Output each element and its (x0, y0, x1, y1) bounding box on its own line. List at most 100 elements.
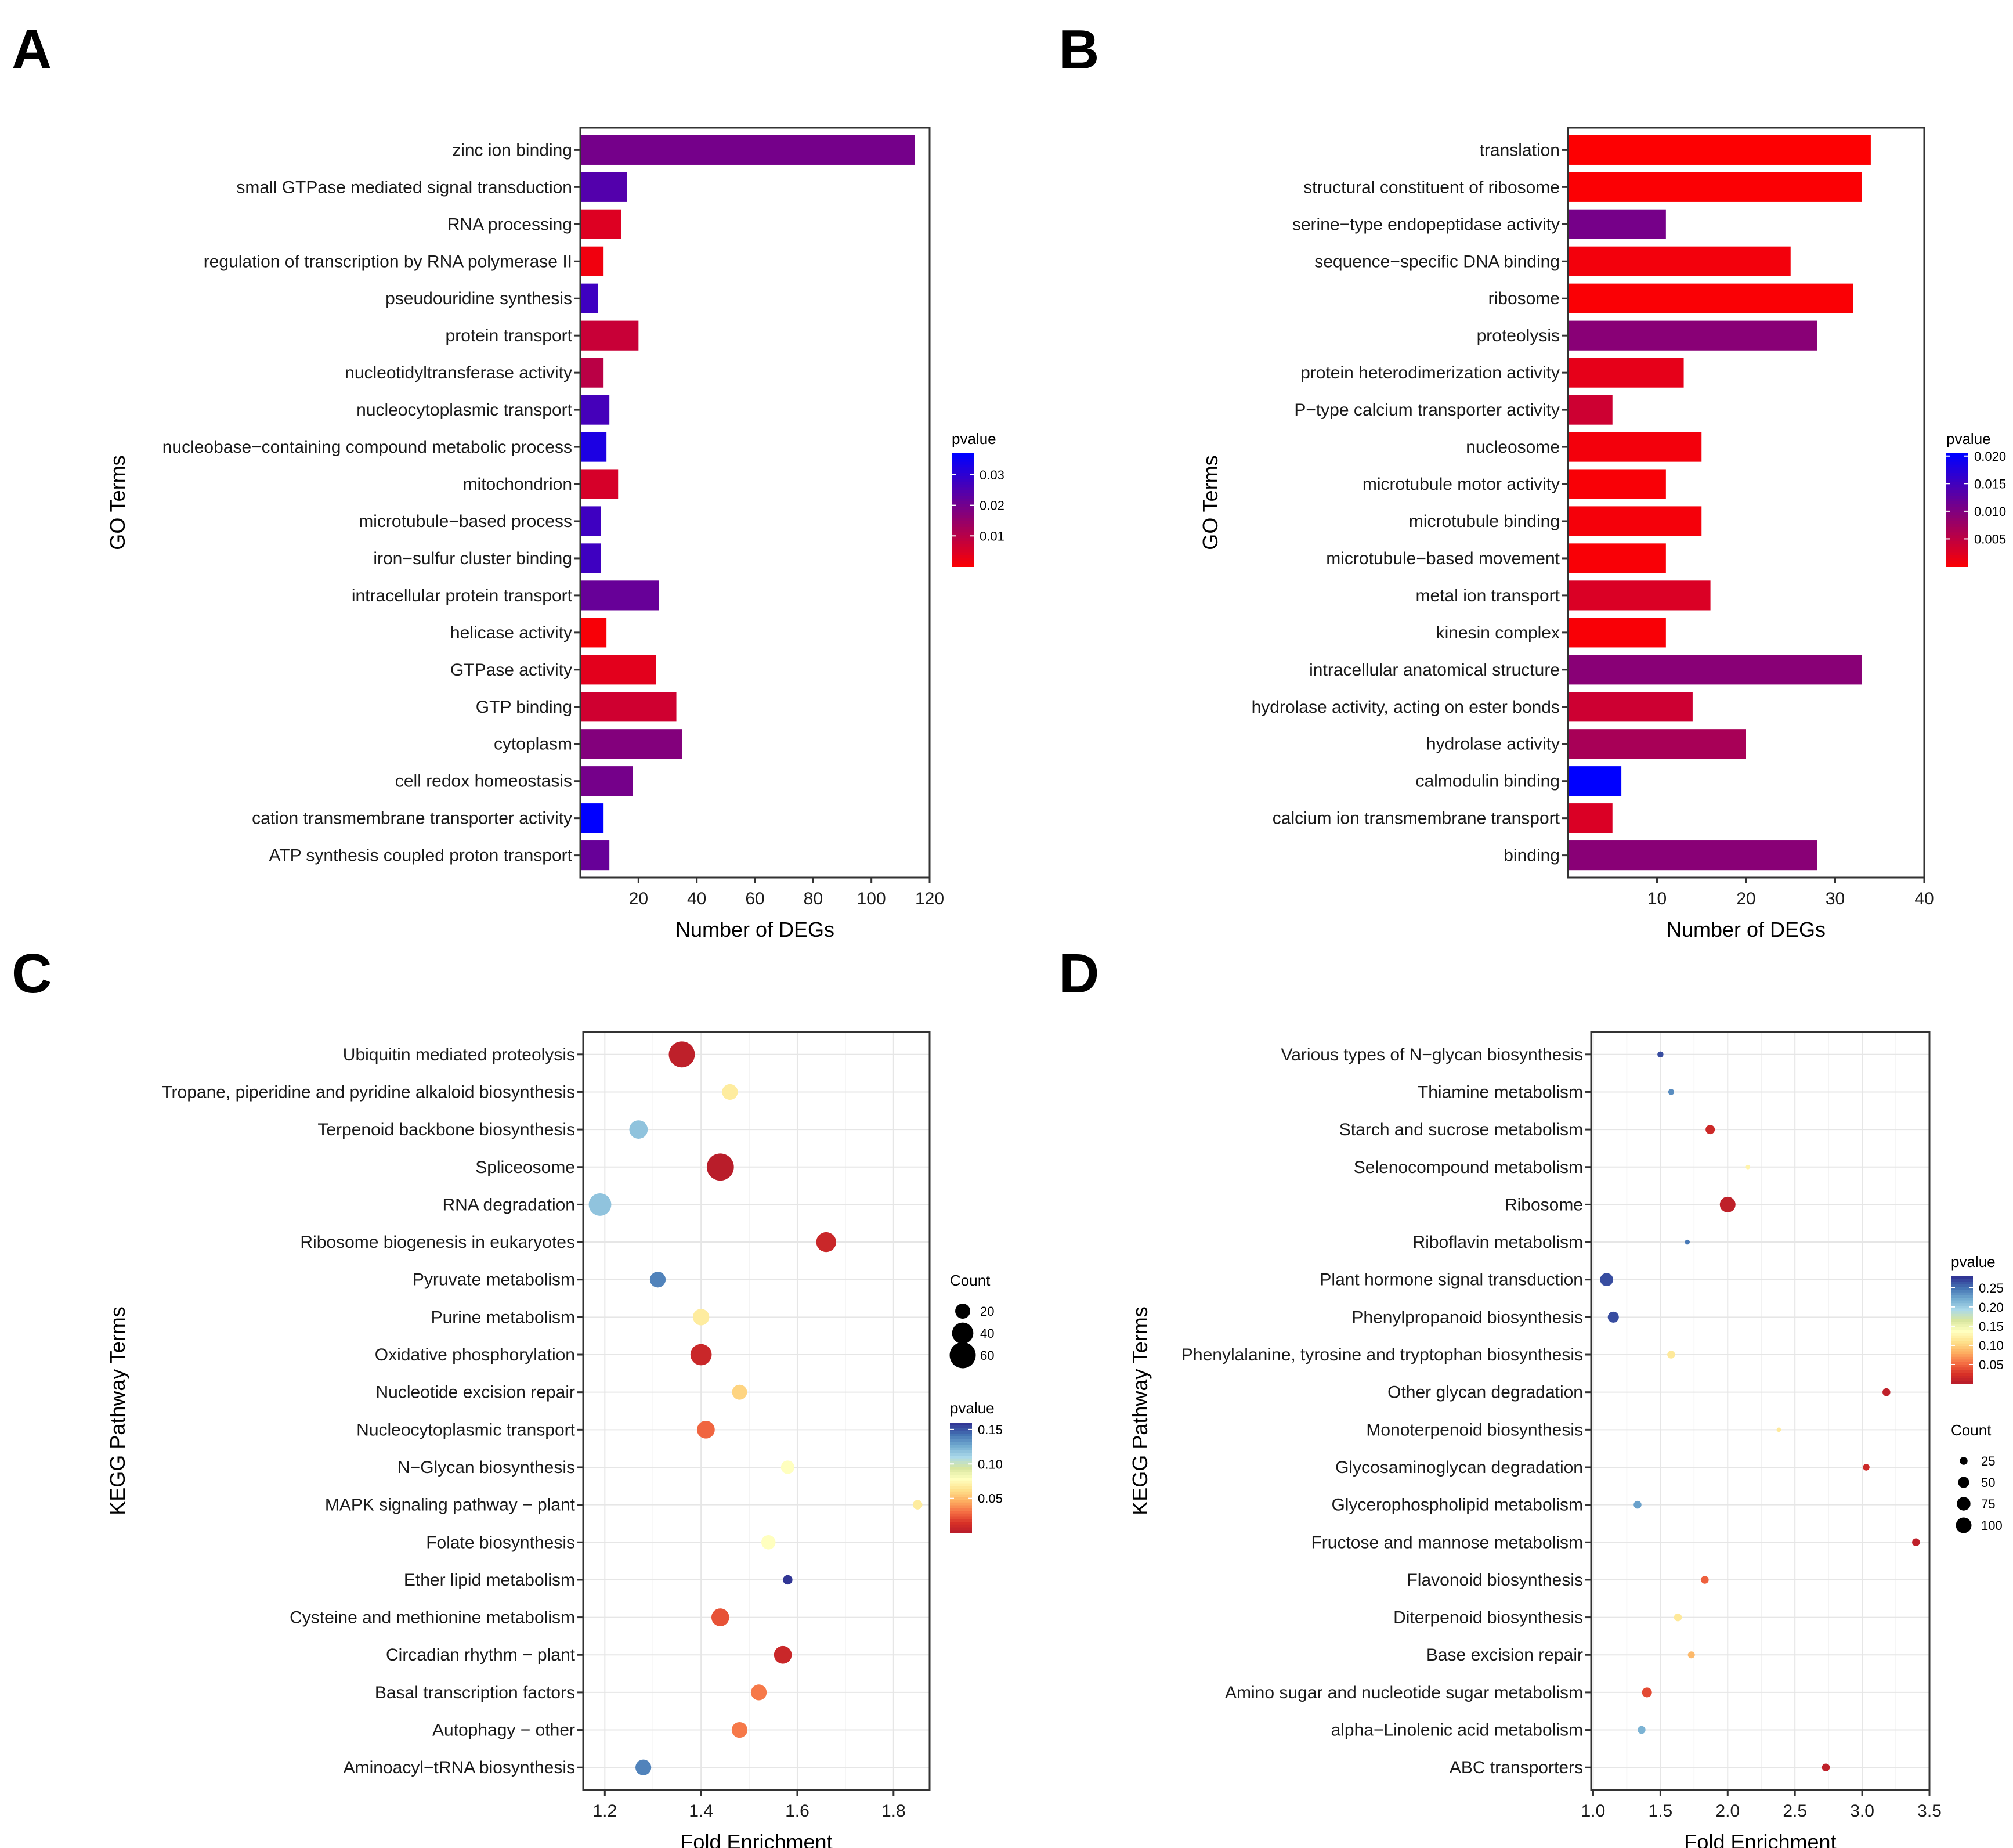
bar (1568, 358, 1684, 388)
colorbar-segment (950, 1491, 972, 1495)
y-tick-label: protein heterodimerization activity (1300, 363, 1560, 382)
colorbar-segment (1946, 538, 1968, 542)
colorbar-segment (1946, 529, 1968, 533)
chart-panel-b: translation structural constituent of rib… (1198, 127, 2006, 941)
size-legend-label: 60 (980, 1348, 994, 1363)
bar (1568, 766, 1622, 796)
point (649, 1272, 666, 1288)
colorbar-segment (1946, 478, 1968, 482)
colorbar-segment (950, 1425, 972, 1429)
colorbar-segment (1951, 1295, 1973, 1298)
y-tick-label: Thiamine metabolism (1418, 1082, 1583, 1102)
colorbar-segment (1946, 499, 1968, 502)
colorbar-segment (952, 464, 974, 468)
bar (1568, 135, 1871, 165)
y-tick-label: microtubule−based process (359, 512, 572, 531)
colorbar-segment (1946, 549, 1968, 553)
y-tick-label: proteolysis (1477, 326, 1560, 345)
point (1687, 1651, 1695, 1659)
y-tick-label: Nucleotide excision repair (375, 1383, 575, 1402)
y-tick-label: Terpenoid backbone biosynthesis (317, 1120, 575, 1139)
point (1668, 1089, 1675, 1095)
colorbar-segment (950, 1502, 972, 1506)
colorbar-legend: pvalue 0.05 0.10 0.15 0.20 0.25 (1951, 1253, 2004, 1384)
x-axis-title: Fold Enrichment (1684, 1830, 1836, 1848)
bar (580, 618, 607, 648)
bar (1568, 840, 1817, 871)
bar (580, 840, 610, 871)
y-tick-label: Aminoacyl−tRNA biosynthesis (344, 1758, 575, 1777)
colorbar-segment (950, 1456, 972, 1459)
point (1600, 1273, 1613, 1287)
colorbar-segment (950, 1527, 972, 1531)
y-axis-title: KEGG Pathway Terms (1128, 1306, 1152, 1515)
x-axis-labels: 10 20 30 40 (1647, 878, 1934, 908)
size-legend-label: 100 (1981, 1518, 2003, 1533)
x-tick-label: 1.8 (881, 1802, 906, 1821)
point (1863, 1464, 1870, 1471)
y-tick-label: microtubule binding (1409, 512, 1560, 531)
bar (580, 283, 598, 313)
colorbar-segment (952, 526, 974, 530)
y-tick-label: iron−sulfur cluster binding (373, 549, 572, 568)
y-tick-label: Glycosaminoglycan degradation (1335, 1458, 1583, 1477)
x-tick-label: 3.0 (1850, 1802, 1874, 1821)
y-tick-label: Starch and sucrose metabolism (1339, 1120, 1583, 1139)
y-tick-label: cell redox homeostasis (395, 772, 572, 791)
panel-label-c: C (12, 943, 52, 1005)
bar (580, 580, 659, 611)
colorbar-segment (1951, 1351, 1973, 1355)
x-tick-label: 2.0 (1715, 1802, 1740, 1821)
y-axis-title: GO Terms (1198, 455, 1222, 550)
size-legend-label: 40 (980, 1326, 994, 1341)
bar (1568, 655, 1862, 685)
size-legend-label: 50 (1981, 1475, 1995, 1490)
colorbar-tick-label: 0.05 (978, 1492, 1003, 1506)
colorbar-tick-label: 0.05 (1979, 1358, 2004, 1372)
colorbar-segment (952, 538, 974, 542)
colorbar-segment (1946, 476, 1968, 479)
y-tick-label: Diterpenoid biosynthesis (1393, 1608, 1583, 1627)
colorbar-segment (952, 555, 974, 559)
colorbar-segment (1951, 1319, 1973, 1323)
colorbar-segment (1946, 481, 1968, 485)
y-tick-label: Phenylpropanoid biosynthesis (1351, 1308, 1583, 1327)
bar (580, 803, 604, 833)
colorbar-legend: pvalue 0.01 0.02 0.03 (952, 430, 1004, 567)
colorbar-segment (1946, 552, 1968, 556)
colorbar-segment (952, 518, 974, 522)
point (731, 1721, 748, 1738)
colorbar-segment (952, 461, 974, 465)
point (783, 1575, 793, 1585)
legend-title: Count (1951, 1421, 1992, 1439)
bar (1568, 209, 1666, 239)
y-tick-label: metal ion transport (1416, 586, 1560, 605)
y-tick-label: Spliceosome (475, 1158, 575, 1177)
plot-frame (1567, 127, 1925, 879)
y-tick-label: cation transmembrane transporter activit… (252, 809, 572, 828)
y-tick-label: Oxidative phosphorylation (375, 1345, 575, 1365)
colorbar-segment (950, 1524, 972, 1528)
chart-panel-a: zinc ion binding small GTPase mediated si… (106, 127, 1004, 941)
y-tick-label: Phenylalanine, tyrosine and tryptophan b… (1181, 1345, 1583, 1365)
y-tick-label: nucleosome (1466, 438, 1560, 457)
colorbar-segment (950, 1450, 972, 1454)
legend-title: pvalue (1951, 1253, 1996, 1270)
colorbar-segment (1951, 1359, 1973, 1363)
y-tick-label: Autophagy − other (432, 1721, 575, 1740)
legend-title: pvalue (952, 430, 996, 447)
colorbar-tick-label: 0.10 (978, 1457, 1003, 1471)
y-axis-title: GO Terms (106, 455, 129, 550)
colorbar-segment (1951, 1335, 1973, 1339)
x-tick-label: 40 (687, 889, 706, 908)
colorbar-segment (952, 521, 974, 525)
colorbar-segment (952, 476, 974, 479)
y-tick-label: Circadian rhythm − plant (386, 1645, 576, 1665)
y-tick-label: Amino sugar and nucleotide sugar metabol… (1225, 1683, 1583, 1702)
colorbar-segment (1951, 1381, 1973, 1384)
point (1719, 1196, 1736, 1212)
colorbar-segment (1946, 467, 1968, 471)
bar (1568, 729, 1746, 759)
bar (1568, 172, 1862, 202)
y-tick-label: alpha−Linolenic acid metabolism (1331, 1721, 1583, 1740)
